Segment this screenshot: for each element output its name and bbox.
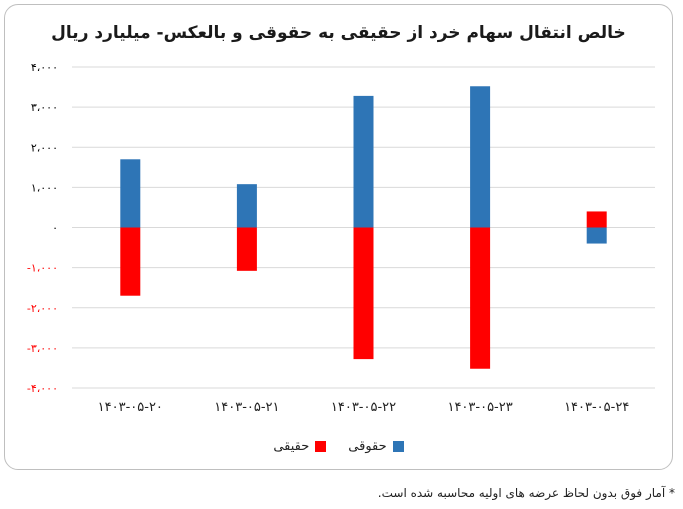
legend: حقوقی حقیقی [5,439,672,454]
x-tick-label: ۱۴۰۳-۰۵-۲۱ [214,400,279,415]
bar [236,184,257,228]
bar [120,159,141,228]
y-tick-label: ۰ [52,222,58,235]
x-tick-label: ۱۴۰۳-۰۵-۲۳ [447,400,512,415]
y-tick-label: -۲،۰۰۰ [27,302,58,315]
legend-label-real: حقیقی [273,439,310,454]
bar [353,227,374,360]
footnote: * آمار فوق بدون لحاظ عرضه های اولیه محاس… [377,486,675,500]
y-tick-label: ۴،۰۰۰ [31,61,58,74]
x-tick-label: ۱۴۰۳-۰۵-۲۲ [331,400,396,415]
bar [120,227,141,296]
bar [353,95,374,228]
y-tick-label: ۱،۰۰۰ [31,181,58,194]
bar [470,86,491,228]
y-tick-label: ۲،۰۰۰ [31,141,58,154]
legend-item-real: حقیقی [273,439,327,454]
legend-label-legal: حقوقی [348,439,387,454]
bar [586,227,607,244]
bar [470,227,491,369]
legend-item-legal: حقوقی [348,439,404,454]
y-tick-label: -۳،۰۰۰ [27,342,58,355]
chart-card: خالص انتقال سهام خرد از حقیقی به حقوقی و… [4,4,673,470]
y-tick-label: -۴،۰۰۰ [27,382,58,395]
x-tick-label: ۱۴۰۳-۰۵-۲۴ [564,400,629,415]
y-tick-label: ۳،۰۰۰ [31,101,58,114]
y-tick-label: -۱،۰۰۰ [27,262,58,275]
x-tick-label: ۱۴۰۳-۰۵-۲۰ [98,400,163,415]
bar [236,227,257,271]
legend-swatch-legal [392,441,404,452]
chart-title: خالص انتقال سهام خرد از حقیقی به حقوقی و… [51,23,626,43]
bar [586,211,607,228]
legend-swatch-real [315,441,327,452]
